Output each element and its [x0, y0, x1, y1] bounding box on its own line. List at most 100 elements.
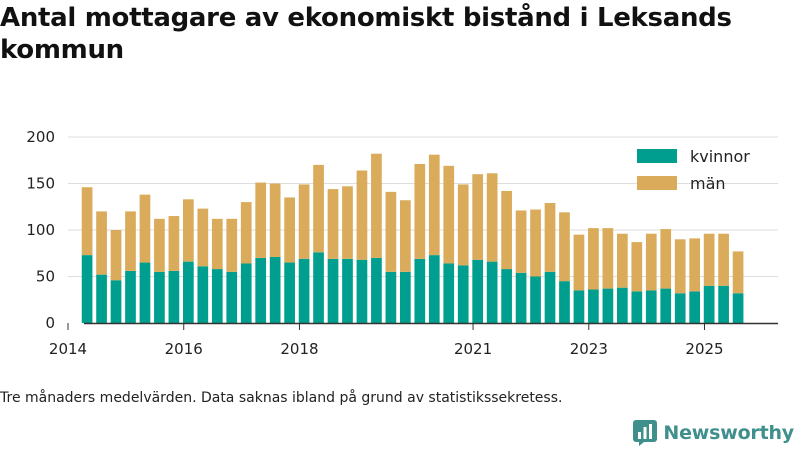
bar-man	[544, 203, 556, 272]
bar-kvinnor	[718, 285, 729, 323]
bar-kvinnor	[703, 285, 715, 323]
bar-chart-logo-icon	[633, 420, 658, 446]
chart-title: Antal mottagare av ekonomiskt bistånd i …	[0, 3, 732, 65]
bar-man	[81, 187, 93, 256]
legend-label-kvinnor: kvinnor	[690, 147, 750, 166]
bar-kvinnor	[125, 270, 136, 323]
bar-kvinnor	[544, 271, 556, 323]
bar-man	[110, 230, 122, 281]
bar-kvinnor	[689, 291, 701, 323]
bar-man	[573, 234, 585, 291]
bar-man	[602, 228, 614, 289]
y-tick-label: 50	[36, 268, 55, 286]
bar-kvinnor	[486, 261, 498, 323]
bar-kvinnor	[154, 271, 165, 323]
bar-man	[342, 186, 353, 259]
bar-man	[631, 242, 643, 292]
bar-man	[197, 208, 209, 267]
bar-man	[588, 228, 599, 290]
bar-man	[284, 197, 295, 263]
bar-kvinnor	[414, 258, 426, 323]
bar-kvinnor	[269, 256, 281, 323]
bar-kvinnor	[588, 289, 599, 323]
bar-kvinnor	[385, 271, 397, 323]
bar-kvinnor	[530, 276, 541, 323]
legend-swatch-kvinnor	[637, 149, 677, 163]
bar-man	[400, 200, 411, 272]
bar-man	[530, 209, 541, 277]
bar-kvinnor	[732, 293, 744, 323]
bar-man	[313, 164, 324, 253]
footnote: Tre månaders medelvärden. Data saknas ib…	[0, 390, 563, 406]
bar-man	[616, 233, 628, 288]
bar-man	[269, 183, 281, 257]
bar-man	[240, 202, 252, 264]
bar-man	[703, 233, 715, 286]
bar-kvinnor	[226, 271, 238, 323]
bar-kvinnor	[616, 287, 628, 323]
bar-kvinnor	[240, 263, 252, 323]
bar-kvinnor	[313, 252, 324, 323]
bar-kvinnor	[400, 271, 411, 323]
bar-kvinnor	[211, 269, 223, 323]
bar-kvinnor	[327, 258, 339, 323]
bar-man	[226, 218, 238, 272]
bar-man	[255, 182, 267, 258]
bar-man	[385, 191, 397, 272]
bar-kvinnor	[602, 288, 614, 323]
x-tick-label: 2021	[454, 340, 492, 358]
bar-man	[168, 216, 180, 271]
bar-kvinnor	[183, 261, 194, 323]
x-tick-label: 2014	[49, 340, 87, 358]
bar-kvinnor	[371, 257, 382, 323]
y-tick-label: 0	[45, 314, 55, 332]
bar-man	[414, 163, 426, 259]
bar-kvinnor	[631, 291, 643, 323]
x-tick-label: 2025	[685, 340, 723, 358]
bar-kvinnor	[342, 258, 353, 323]
bar-man	[125, 211, 136, 271]
bar-kvinnor	[472, 259, 484, 323]
bar-man	[660, 229, 672, 289]
bar-man	[154, 218, 165, 272]
axes: 0 50 100 150 200 2014 2016 2018 2021 2023 2025	[26, 128, 778, 358]
x-tick-label: 2018	[280, 340, 318, 358]
bar-man	[356, 170, 368, 260]
bar-kvinnor	[573, 290, 585, 323]
bar-kvinnor	[660, 288, 672, 323]
legend: kvinnor män	[637, 147, 750, 193]
bar-man	[139, 194, 151, 263]
bar-man	[443, 165, 455, 264]
bar-kvinnor	[197, 266, 209, 323]
bar-man	[559, 212, 570, 282]
bar-man	[486, 173, 498, 262]
y-tick-label: 200	[26, 128, 55, 146]
bar-man	[674, 239, 686, 294]
x-tick-label: 2016	[165, 340, 203, 358]
bars	[81, 153, 744, 323]
bar-man	[327, 189, 339, 259]
bar-man	[96, 211, 107, 275]
bar-man	[298, 184, 310, 259]
bar-kvinnor	[559, 281, 570, 323]
bar-kvinnor	[645, 290, 657, 323]
newsworthy-logo[interactable]: Newsworthy	[633, 418, 794, 448]
bar-kvinnor	[356, 259, 368, 323]
bar-man	[211, 218, 223, 270]
bar-kvinnor	[110, 280, 122, 323]
bar-kvinnor	[298, 258, 310, 323]
y-tick-label: 100	[26, 221, 55, 239]
bar-man	[515, 210, 527, 273]
bar-man	[645, 233, 657, 291]
bar-man	[457, 184, 469, 266]
bar-man	[183, 199, 194, 262]
bar-man	[689, 238, 701, 292]
logo-text: Newsworthy	[663, 422, 794, 444]
x-tick-label: 2023	[570, 340, 608, 358]
bar-man	[501, 190, 512, 270]
legend-label-man: män	[690, 174, 726, 193]
y-tick-label: 150	[26, 175, 55, 193]
legend-swatch-man	[637, 176, 677, 190]
bar-man	[371, 153, 382, 258]
